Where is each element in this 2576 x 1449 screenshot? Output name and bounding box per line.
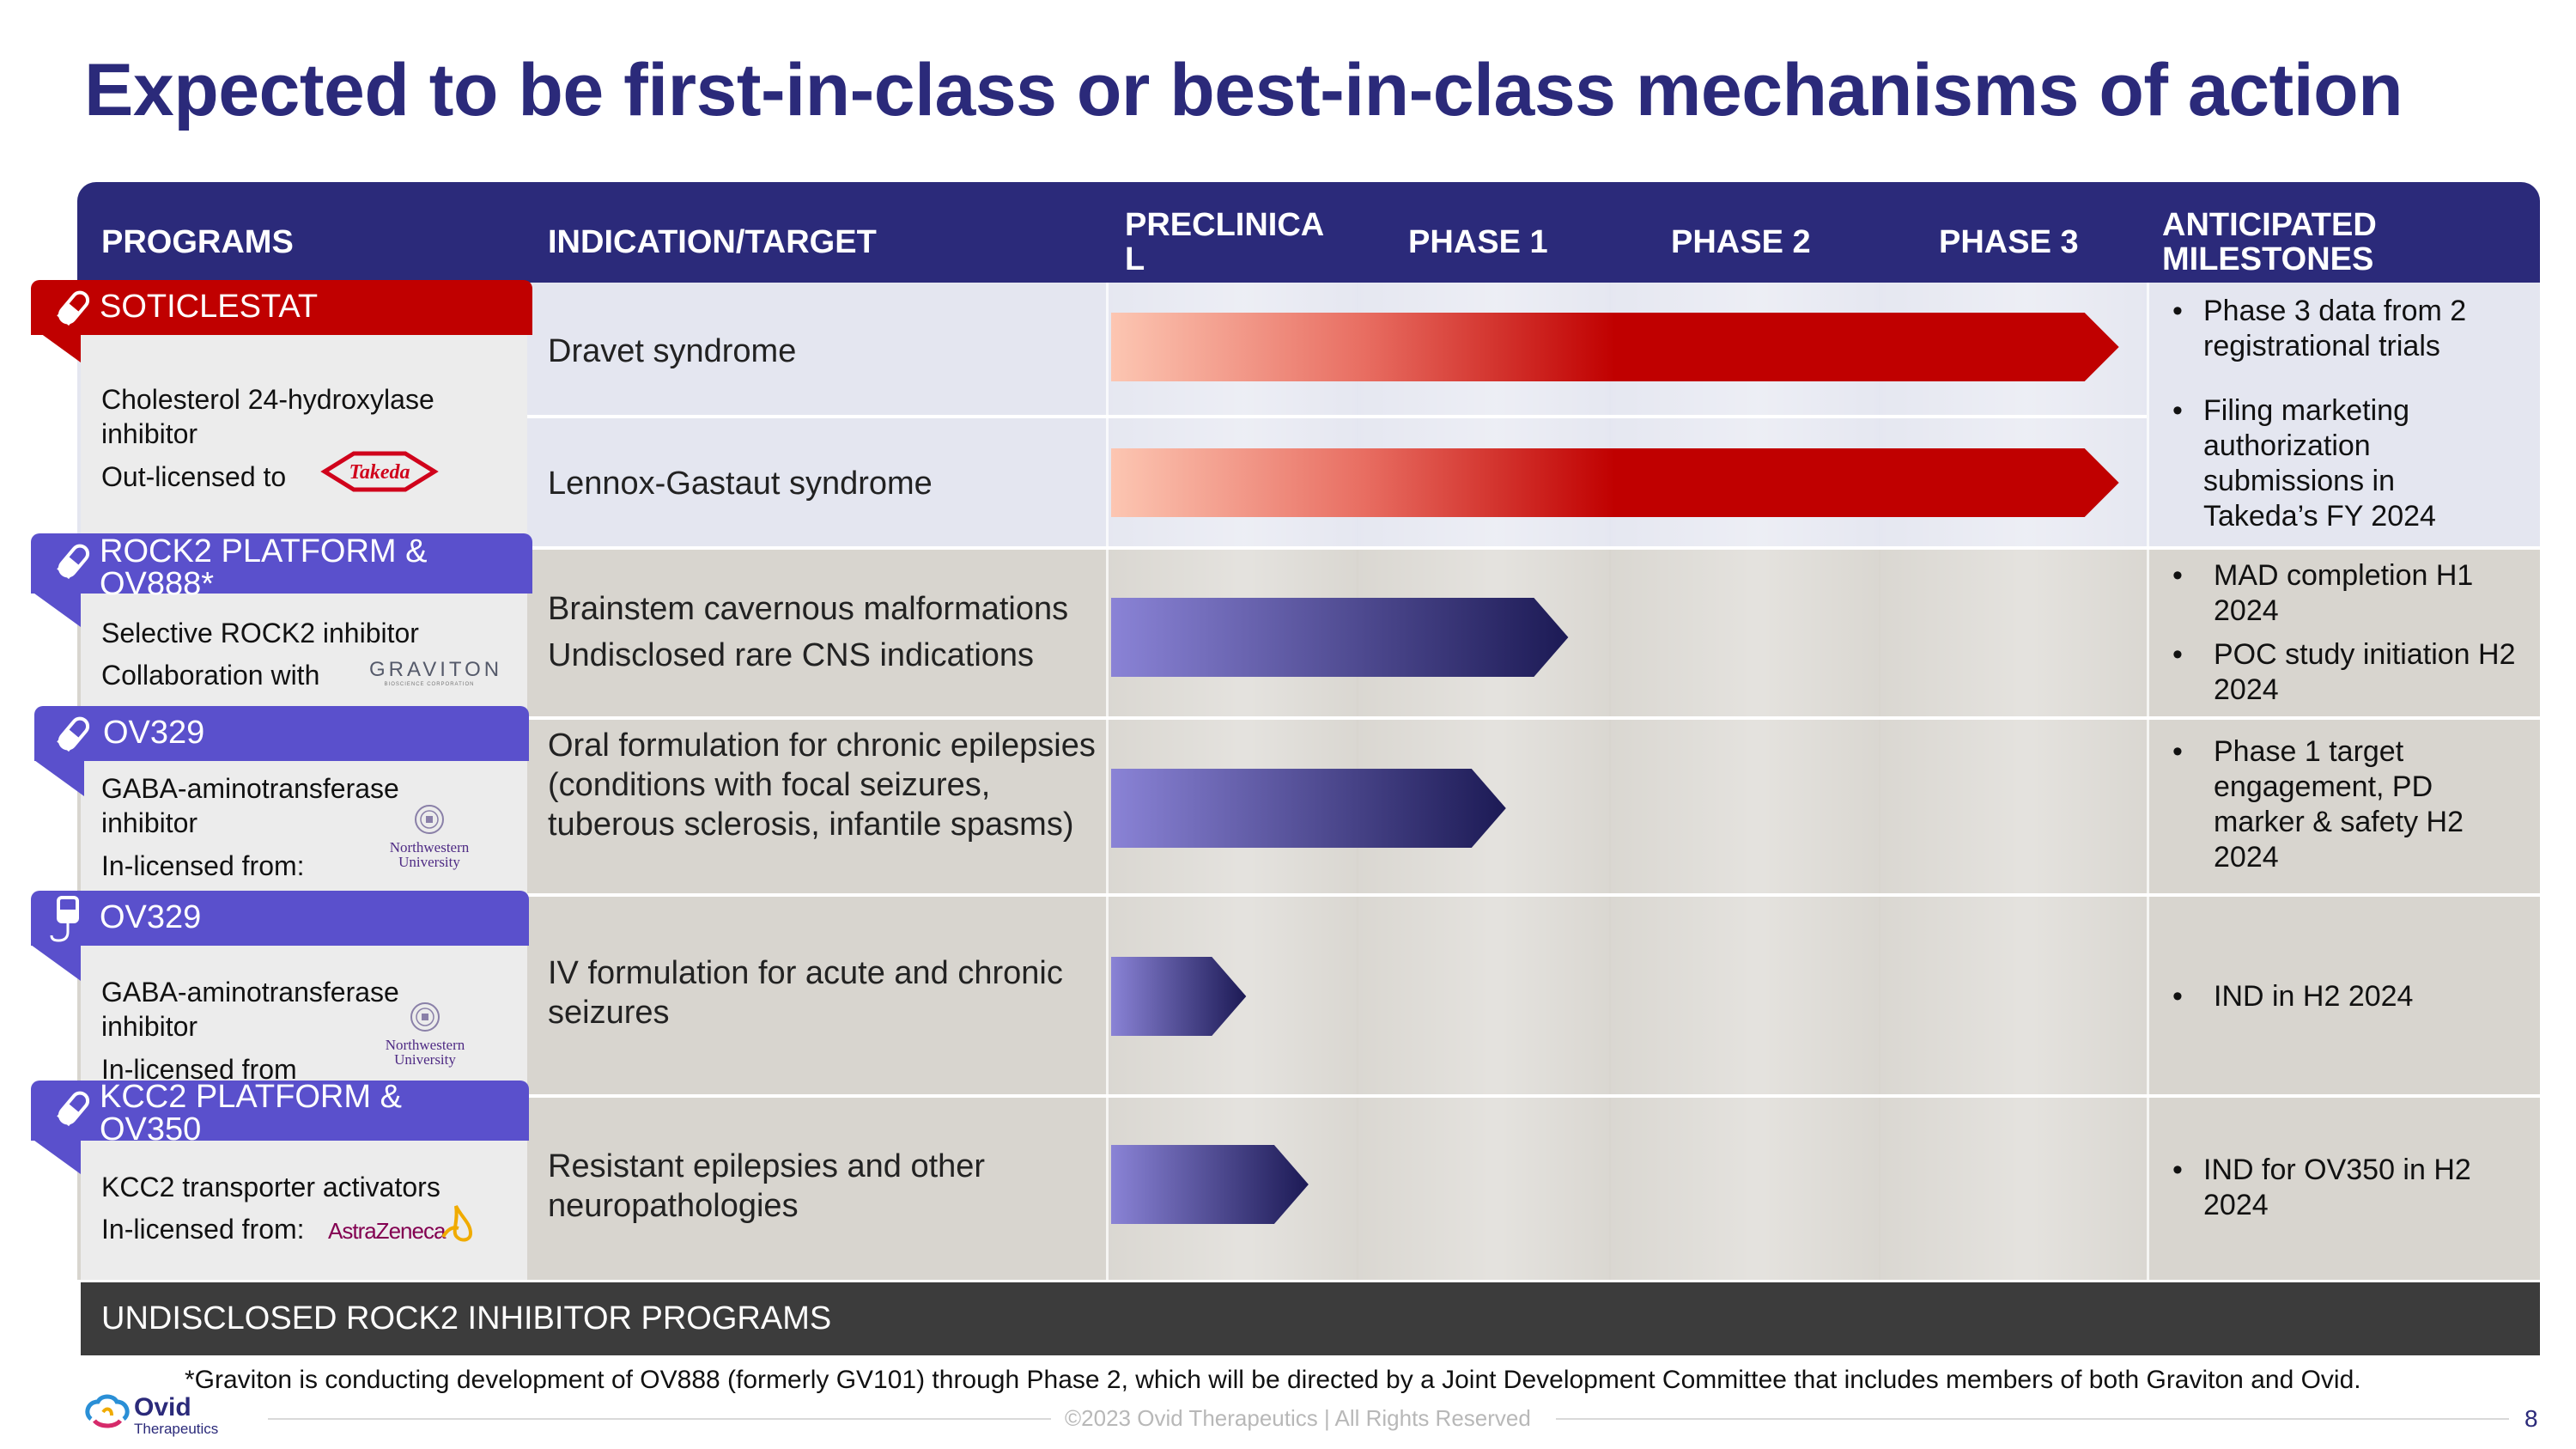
svg-text:Takeda: Takeda	[349, 461, 410, 484]
takeda-logo: Takeda	[320, 451, 439, 492]
footer-rule	[268, 1418, 1051, 1420]
undisclosed-label: UNDISCLOSED ROCK2 INHIBITOR PROGRAMS	[101, 1300, 832, 1336]
milestone-item: • Phase 3 data from 2 registrational tria…	[2172, 295, 2467, 362]
indication-text: Brainstem cavernous malformations	[548, 591, 1069, 627]
pill-icon	[57, 290, 90, 326]
undisclosed-programs-bar: UNDISCLOSED ROCK2 INHIBITOR PROGRAMS	[81, 1282, 2540, 1355]
astrazeneca-logo: AstraZeneca	[328, 1202, 483, 1251]
row-divider	[77, 1094, 2540, 1098]
indication-text: Undisclosed rare CNS indications	[548, 637, 1035, 673]
header-phase2: PHASE 2	[1671, 224, 1811, 260]
program-name: SOTICLESTAT	[100, 289, 319, 325]
northwestern-logo: Northwestern University	[369, 803, 489, 869]
program-name: ROCK2 PLATFORM & OV888*	[100, 533, 428, 602]
milestone-item: • Filing marketing authorization submissi…	[2172, 394, 2436, 533]
tag-fold	[31, 591, 81, 627]
program-tag: OV329	[31, 891, 529, 946]
page-title: Expected to be first-in-class or best-in…	[84, 49, 2403, 131]
copyright: ©2023 Ovid Therapeutics | All Rights Res…	[1065, 1405, 1531, 1431]
ovid-logo: Ovid Therapeutics	[82, 1390, 237, 1441]
milestone-item: • IND in H2 2024	[2172, 980, 2414, 1013]
mechanism-text: Cholesterol 24-hydroxylase inhibitor	[101, 384, 434, 449]
program-name: KCC2 PLATFORM & OV350	[100, 1079, 402, 1148]
progress-arrow-dravet	[1111, 313, 2119, 381]
header-phase1: PHASE 1	[1408, 224, 1548, 260]
header-indication: INDICATION/TARGET	[548, 224, 877, 260]
milestone-item: • POC study initiation H2 2024	[2172, 638, 2516, 706]
row-divider	[527, 415, 2147, 418]
brain-logo-icon	[85, 1394, 130, 1428]
header-preclinical: PRECLINICA L	[1125, 207, 1323, 277]
header-milestones: ANTICIPATED MILESTONES	[2162, 207, 2377, 277]
table-header	[77, 182, 2540, 283]
page-number: 8	[2524, 1405, 2538, 1432]
pill-icon	[57, 716, 90, 752]
progress-arrow-ov329-oral	[1111, 769, 1506, 848]
header-phase3: PHASE 3	[1939, 224, 2079, 260]
milestone-item: • Phase 1 target engagement, PD marker & …	[2172, 735, 2464, 874]
program-tag: OV329	[34, 706, 529, 761]
progress-arrow-rock2	[1111, 598, 1569, 677]
tag-fold	[31, 945, 81, 981]
column-divider	[1106, 283, 1109, 1280]
progress-chart	[1111, 313, 2119, 1224]
program-name: OV329	[100, 899, 202, 935]
mechanism-text: KCC2 transporter activators	[101, 1172, 440, 1202]
indication-text: Lennox-Gastaut syndrome	[548, 466, 933, 502]
partner-text: Out-licensed to	[101, 461, 287, 492]
milestone-item: • IND for OV350 in H2 2024	[2172, 1154, 2471, 1221]
indication-text: Oral formulation for chronic epilepsies …	[548, 728, 1096, 843]
iv-bag-icon	[50, 896, 79, 942]
university-seal-icon	[410, 1002, 440, 1032]
program-tag: SOTICLESTAT	[31, 280, 532, 335]
program-tag: ROCK2 PLATFORM & OV888*	[31, 533, 532, 600]
row-divider	[77, 893, 2540, 897]
mechanism-text: Selective ROCK2 inhibitor	[101, 618, 419, 648]
indication-text: Dravet syndrome	[548, 333, 797, 369]
progress-arrow-ov329-iv	[1111, 957, 1247, 1036]
university-seal-icon	[415, 805, 444, 834]
column-divider	[2147, 283, 2149, 1280]
header-programs: PROGRAMS	[101, 224, 294, 260]
partner-text: Collaboration with	[101, 660, 320, 691]
indication-text: IV formulation for acute and chronic sei…	[548, 955, 1063, 1031]
mechanism-text: GABA-aminotransferase inhibitor	[101, 773, 399, 838]
tag-fold	[34, 760, 84, 796]
tag-fold	[31, 1138, 81, 1174]
program-name: OV329	[103, 715, 205, 751]
graviton-logo: GRAVITON BIOSCIENCE CORPORATION	[369, 658, 503, 687]
mechanism-text: GABA-aminotransferase inhibitor	[101, 977, 399, 1042]
footnote: *Graviton is conducting development of O…	[185, 1366, 2361, 1394]
pill-icon	[57, 1091, 90, 1127]
row-divider	[77, 546, 2540, 550]
partner-text: In-licensed from	[101, 1054, 297, 1085]
northwestern-logo: Northwestern University	[365, 1001, 485, 1067]
pill-icon	[57, 544, 90, 580]
footer-rule	[1556, 1418, 2509, 1420]
indication-text: Resistant epilepsies and other neuropath…	[548, 1148, 986, 1224]
progress-arrow-lennox-gastaut	[1111, 448, 2119, 517]
row-divider	[77, 716, 2540, 720]
program-tag: KCC2 PLATFORM & OV350	[31, 1081, 529, 1146]
milestone-item: • MAD completion H1 2024	[2172, 559, 2474, 627]
progress-arrow-kcc2	[1111, 1145, 1309, 1224]
astrazeneca-symbol-icon	[441, 1205, 473, 1242]
partner-text: In-licensed from:	[101, 1214, 305, 1245]
partner-text: In-licensed from:	[101, 850, 305, 881]
